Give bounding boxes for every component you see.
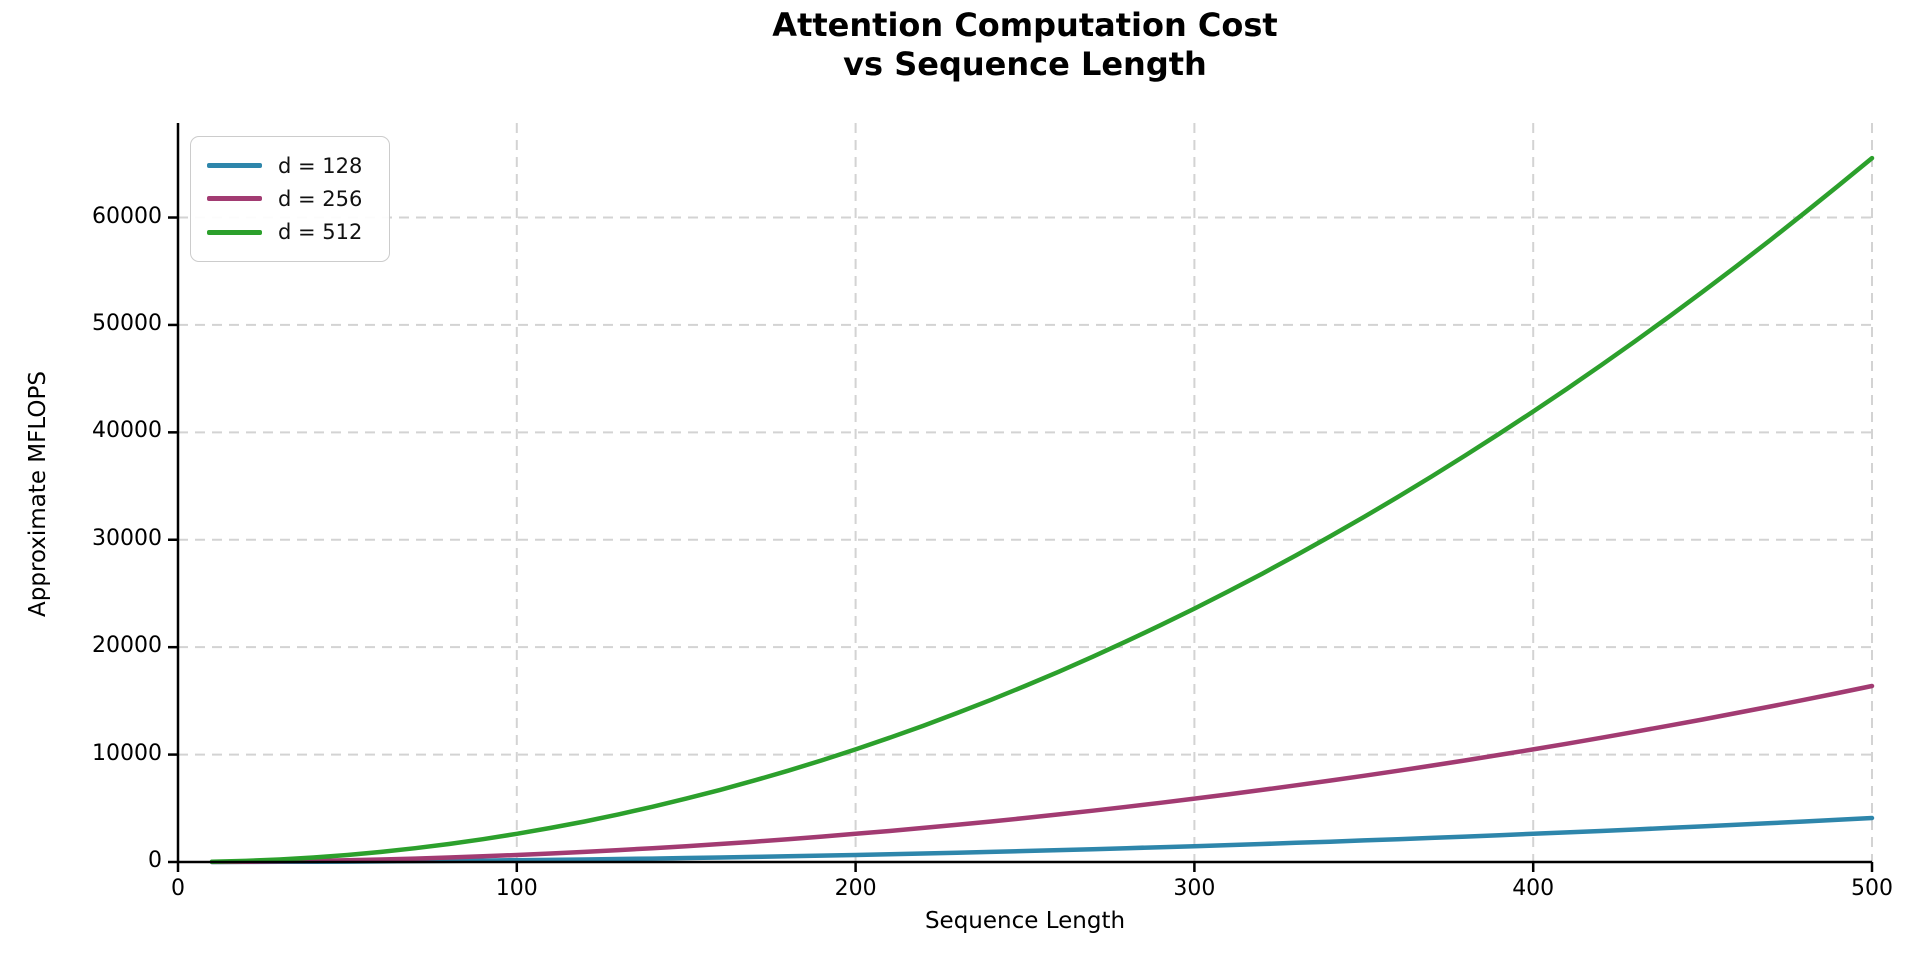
legend-item: d = 128	[207, 154, 373, 178]
legend: d = 128 d = 256 d = 512	[190, 136, 390, 262]
chart-title-line-1: Attention Computation Cost	[772, 6, 1278, 44]
y-tick-label: 20000	[92, 633, 162, 659]
series-line-d256	[209, 683, 1875, 865]
legend-item: d = 256	[207, 187, 373, 211]
legend-item-label: d = 128	[278, 153, 363, 178]
chart-title-line-2: vs Sequence Length	[843, 45, 1207, 83]
legend-swatch	[207, 229, 262, 235]
y-tick-label: 50000	[92, 310, 162, 336]
legend-item-label: d = 512	[278, 220, 363, 245]
legend-swatch	[207, 163, 262, 169]
x-tick-label: 100	[495, 876, 538, 901]
x-tick-label: 300	[1173, 876, 1216, 901]
x-tick-label: 0	[171, 876, 185, 901]
y-tick-label: 40000	[92, 418, 162, 444]
x-tick-label: 400	[1512, 876, 1555, 901]
series-line-d512	[209, 155, 1875, 864]
y-tick-label: 0	[148, 848, 162, 873]
legend-item-label: d = 256	[278, 186, 363, 211]
x-tick-label: 500	[1851, 876, 1893, 901]
x-axis-label: Sequence Length	[924, 908, 1126, 934]
y-tick-label: 10000	[92, 740, 162, 766]
y-tick-label: 30000	[92, 525, 162, 551]
x-tick-label: 200	[834, 876, 877, 901]
y-tick-label: 60000	[92, 203, 162, 229]
series-line-d128	[209, 815, 1875, 865]
chart-title: Attention Computation Cost vs Sequence L…	[178, 6, 1872, 84]
legend-item: d = 512	[207, 220, 373, 244]
legend-swatch	[207, 196, 262, 202]
